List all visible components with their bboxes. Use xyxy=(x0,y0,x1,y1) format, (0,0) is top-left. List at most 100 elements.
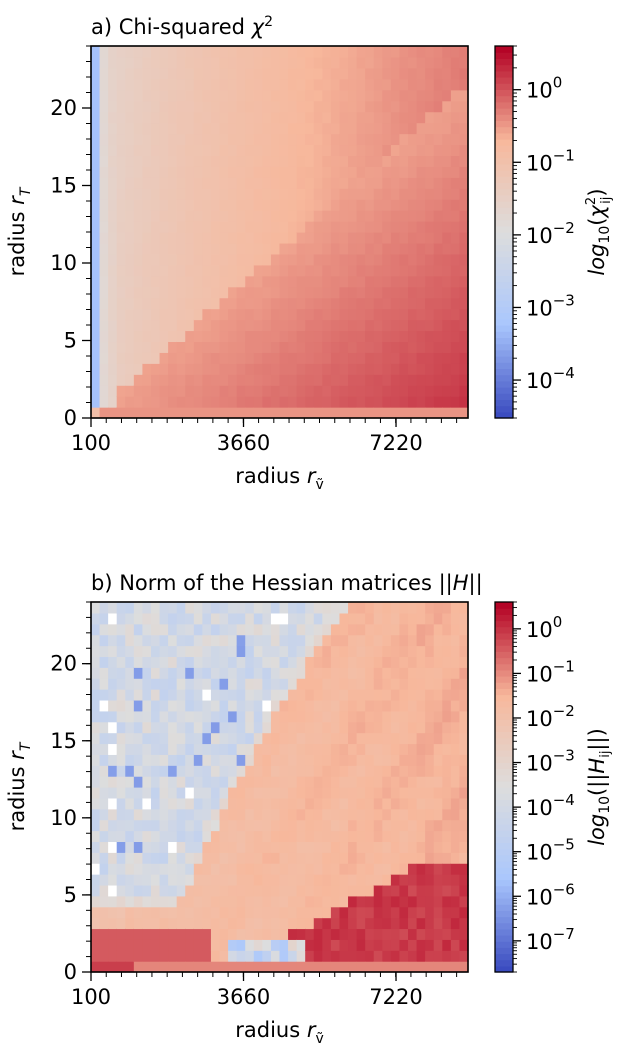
heatmap-cell xyxy=(450,363,461,375)
colorbar-tick-label: 100 xyxy=(526,613,562,642)
heatmap-cell xyxy=(125,89,135,102)
heatmap-cell xyxy=(176,689,186,701)
heatmap-cell xyxy=(236,721,246,734)
heatmap-cell xyxy=(176,645,186,658)
heatmap-cell xyxy=(408,199,418,211)
heatmap-cell xyxy=(433,884,443,897)
heatmap-cell xyxy=(433,341,443,353)
heatmap-cell xyxy=(296,155,306,167)
heatmap-cell xyxy=(339,67,349,80)
heatmap-cell xyxy=(91,330,101,343)
heatmap-cell xyxy=(176,634,186,647)
heatmap-cell xyxy=(442,852,452,864)
heatmap-cell xyxy=(348,56,358,69)
heatmap-cell xyxy=(330,144,341,157)
heatmap-cell xyxy=(108,765,118,777)
heatmap-cell xyxy=(133,743,144,755)
heatmap-cell xyxy=(313,634,323,647)
heatmap-cell xyxy=(399,100,409,113)
heatmap-cell xyxy=(459,699,469,712)
colorbar-segment xyxy=(495,132,513,140)
heatmap-cell xyxy=(193,830,203,843)
heatmap-cell xyxy=(150,385,161,397)
heatmap-cell xyxy=(168,385,178,397)
heatmap-cell xyxy=(459,961,469,973)
heatmap-cell xyxy=(270,732,281,745)
heatmap-cell xyxy=(99,612,109,625)
heatmap-cell xyxy=(348,906,358,919)
heatmap-cell xyxy=(270,78,281,91)
heatmap-cell xyxy=(390,721,401,734)
heatmap-cell xyxy=(450,689,461,701)
heatmap-cell xyxy=(279,286,289,299)
heatmap-cell xyxy=(168,188,178,200)
heatmap-cell xyxy=(262,144,272,157)
heatmap-cell xyxy=(425,89,435,102)
heatmap-cell xyxy=(313,754,323,766)
heatmap-cell xyxy=(245,917,255,930)
heatmap-cell xyxy=(373,787,383,799)
heatmap-cell xyxy=(91,385,101,397)
heatmap-cell xyxy=(202,732,212,745)
heatmap-cell xyxy=(442,330,452,343)
heatmap-cell xyxy=(425,656,435,668)
heatmap-cell xyxy=(210,776,221,788)
heatmap-cell xyxy=(279,297,289,310)
heatmap-cell xyxy=(373,155,383,167)
heatmap-cell xyxy=(459,776,469,788)
heatmap-cell xyxy=(210,396,221,408)
heatmap-cell xyxy=(459,787,469,799)
heatmap-cell xyxy=(262,819,272,832)
heatmap-cell xyxy=(365,721,375,734)
heatmap-cell xyxy=(433,155,443,167)
heatmap-cell xyxy=(356,830,366,843)
heatmap-cell xyxy=(168,787,178,799)
heatmap-cell xyxy=(176,863,186,875)
heatmap-cell xyxy=(442,253,452,266)
heatmap-cell xyxy=(125,612,135,625)
heatmap-cell xyxy=(313,699,323,712)
heatmap-cell xyxy=(159,396,169,408)
heatmap-cell xyxy=(142,264,152,277)
heatmap-cell xyxy=(150,352,161,364)
heatmap-cell xyxy=(176,199,186,211)
heatmap-cell xyxy=(459,199,469,211)
heatmap-cell xyxy=(442,906,452,919)
heatmap-cell xyxy=(133,917,144,930)
heatmap-cell xyxy=(279,352,289,364)
heatmap-cell xyxy=(399,111,409,124)
heatmap-cell xyxy=(373,656,383,668)
heatmap-cell xyxy=(245,808,255,821)
heatmap-cell xyxy=(125,100,135,113)
heatmap-cell xyxy=(399,928,409,940)
heatmap-cell xyxy=(193,710,203,723)
heatmap-cell xyxy=(228,917,238,930)
heatmap-cell xyxy=(202,874,212,886)
heatmap-cell xyxy=(133,133,144,146)
heatmap-cell xyxy=(219,895,229,908)
heatmap-cell xyxy=(176,253,186,266)
heatmap-cell xyxy=(416,275,426,288)
heatmap-cell xyxy=(288,122,298,135)
heatmap-cell xyxy=(142,319,152,332)
heatmap-cell xyxy=(159,221,169,233)
heatmap-cell xyxy=(219,122,229,135)
heatmap-cell xyxy=(425,906,435,919)
heatmap-cell xyxy=(339,210,349,222)
heatmap-cell xyxy=(408,232,418,244)
heatmap-cell xyxy=(459,950,469,962)
heatmap-cell xyxy=(125,264,135,277)
heatmap-cell xyxy=(202,56,212,69)
heatmap-cell xyxy=(108,689,118,701)
heatmap-cell xyxy=(228,78,238,91)
colorbar-segment xyxy=(495,145,513,152)
heatmap-cell xyxy=(425,917,435,930)
heatmap-cell xyxy=(253,776,263,788)
heatmap-cell xyxy=(159,863,169,875)
heatmap-cell xyxy=(399,634,409,647)
heatmap-cell xyxy=(450,46,461,58)
heatmap-cell xyxy=(425,645,435,658)
heatmap-cell xyxy=(262,710,272,723)
heatmap-cell xyxy=(305,264,315,277)
heatmap-cell xyxy=(433,895,443,908)
